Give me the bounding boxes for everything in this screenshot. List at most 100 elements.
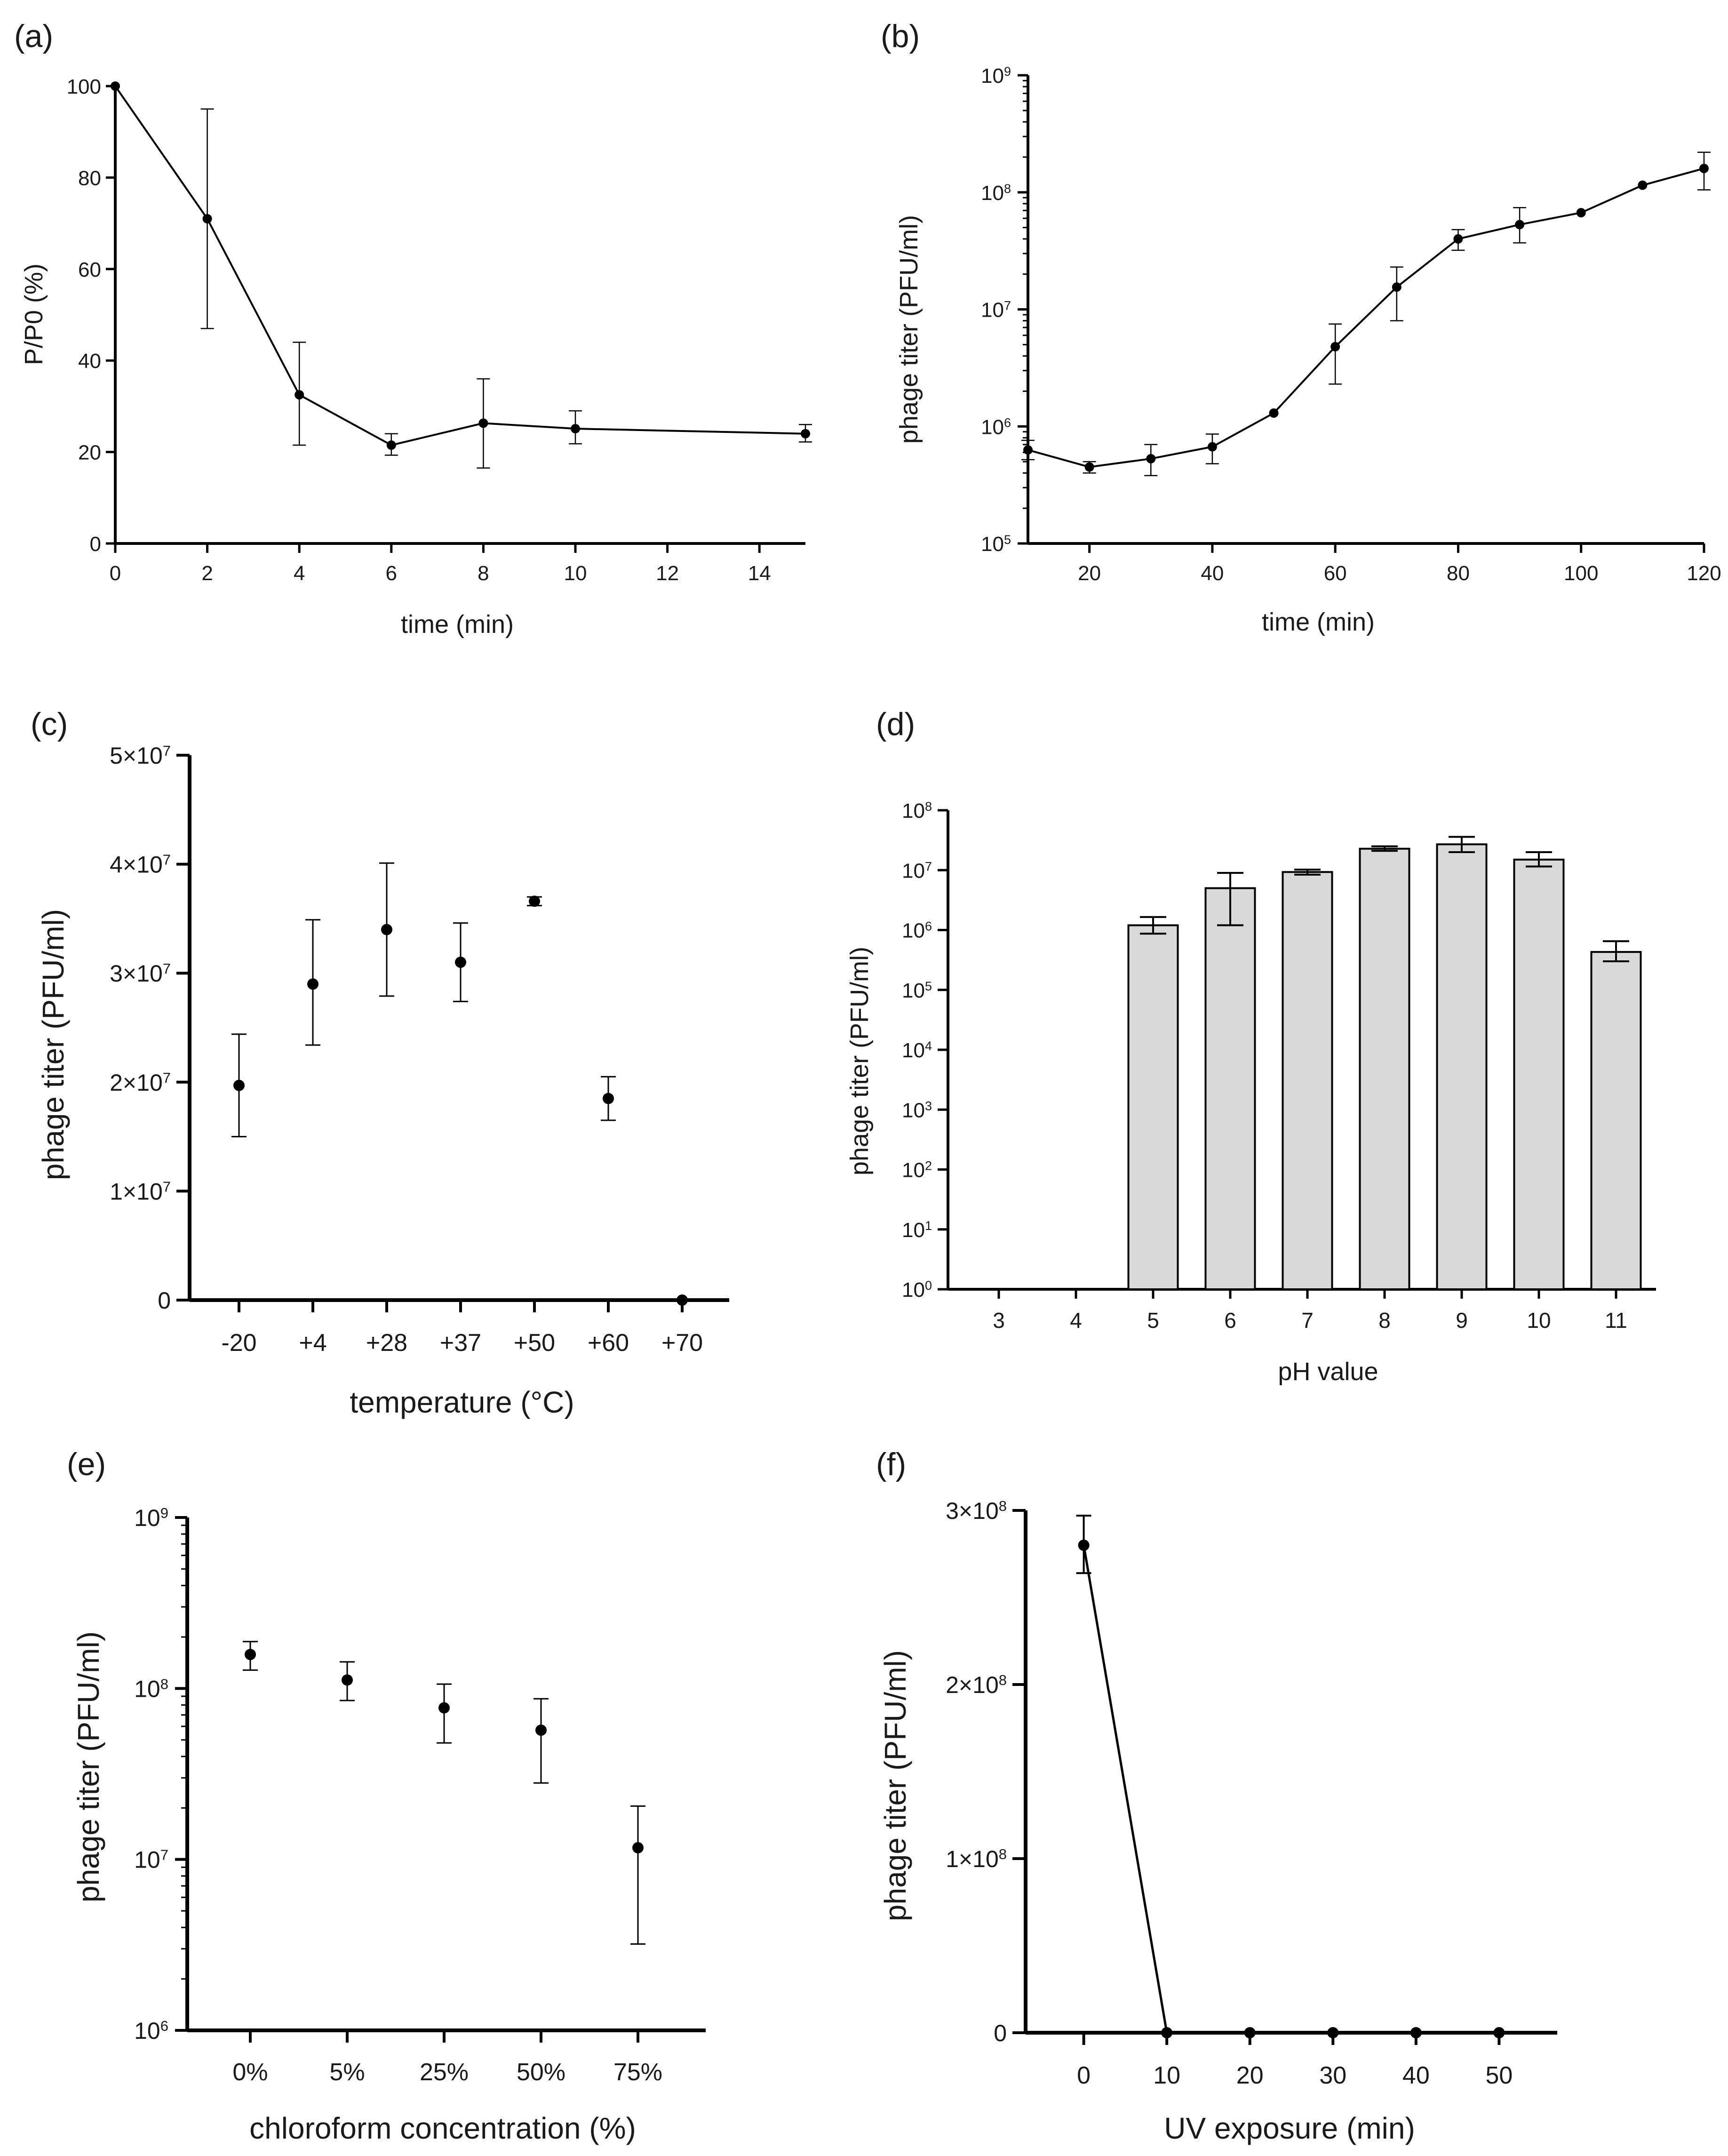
e-ytick-label-1: 107 xyxy=(134,1846,168,1873)
a-point-6 xyxy=(801,429,810,439)
e-ytick-label-2: 108 xyxy=(134,1676,168,1702)
f-point-1 xyxy=(1161,2027,1173,2038)
e-ytick-label-0: 106 xyxy=(134,2018,168,2044)
e-ytick-label-3: 109 xyxy=(134,1505,168,1532)
d-ytick-label-4: 104 xyxy=(902,1039,932,1062)
panel-a-ylabel: P/P0 (%) xyxy=(20,264,48,365)
b-xtick-label-4: 100 xyxy=(1564,562,1598,585)
c-point-3 xyxy=(455,957,466,968)
panel-a-xlabel: time (min) xyxy=(401,610,514,639)
a-xtick-label-4: 8 xyxy=(478,562,489,585)
d-ytick-label-8: 108 xyxy=(902,799,932,822)
f-xtick-label-3: 30 xyxy=(1319,2062,1346,2089)
c-point-4 xyxy=(529,895,540,907)
b-point-8 xyxy=(1515,220,1525,230)
d-ytick-label-1: 101 xyxy=(902,1219,932,1242)
d-bar-6 xyxy=(1436,843,1488,1291)
b-point-2 xyxy=(1146,454,1156,463)
f-ytick-label-2: 2×108 xyxy=(946,1672,1007,1699)
d-bar-5 xyxy=(1359,847,1410,1290)
d-bar-3 xyxy=(1204,887,1256,1290)
d-ytick-label-6: 106 xyxy=(902,919,932,942)
panel-f-plot: 0 1×108 2×108 3×108 0 10 20 30 40 50 xyxy=(946,1498,1557,2089)
panel-d-plot: 100 101 102 103 104 105 106 107 108 3 4 5 6 7 8 9 10 11 xyxy=(902,799,1656,1333)
f-series-line xyxy=(1083,1545,1499,2034)
panel-a-label: (a) xyxy=(14,18,53,54)
panel-f: (f) 0 1×108 2×108 3×108 0 10 20 30 40 50 UV expos… xyxy=(876,1446,1557,2145)
a-point-2 xyxy=(295,390,304,400)
b-ytick-label-2: 107 xyxy=(981,299,1011,322)
a-ytick-label-4: 80 xyxy=(78,167,101,190)
d-ytick-label-5: 105 xyxy=(902,979,932,1002)
b-point-3 xyxy=(1207,442,1217,452)
a-xtick-label-0: 0 xyxy=(110,562,121,585)
d-bar-2 xyxy=(1127,924,1179,1290)
f-point-4 xyxy=(1410,2027,1422,2038)
d-xtick-label-7: 10 xyxy=(1527,1308,1551,1333)
c-ytick-label-4: 4×107 xyxy=(110,851,171,878)
panel-d-xlabel: pH value xyxy=(1278,1357,1378,1386)
b-xtick-label-0: 20 xyxy=(1078,562,1101,585)
a-point-5 xyxy=(571,424,580,434)
panel-c-plot: 0 1×107 2×107 3×107 4×107 5×107 -20 +4 +28 +37 +50… xyxy=(110,743,729,1357)
f-ytick-label-1: 1×108 xyxy=(946,1846,1007,1873)
c-xtick-label-6: +70 xyxy=(661,1329,703,1357)
e-point-2 xyxy=(438,1702,450,1714)
panel-c: (c) 0 1×107 2×107 3×107 4×107 5×107 -20 +4 +28 +3… xyxy=(31,706,729,1419)
b-point-7 xyxy=(1453,234,1463,244)
c-xtick-label-3: +37 xyxy=(440,1329,481,1357)
panel-c-ylabel: phage titer (PFU/ml) xyxy=(36,909,70,1180)
d-ytick-label-0: 100 xyxy=(902,1278,932,1302)
c-xtick-label-2: +28 xyxy=(366,1329,407,1357)
panel-a: (a) 0 20 40 60 80 100 0 2 4 6 8 10 12 14 time (min) P… xyxy=(14,18,812,639)
b-series-line xyxy=(1027,168,1704,468)
d-xtick-label-2: 5 xyxy=(1147,1308,1159,1333)
d-xtick-label-3: 6 xyxy=(1224,1308,1236,1333)
panel-a-plot: 0 20 40 60 80 100 0 2 4 6 8 10 12 14 xyxy=(67,75,812,585)
c-point-2 xyxy=(381,924,392,935)
f-ytick-label-3: 3×108 xyxy=(946,1498,1007,1525)
a-point-3 xyxy=(386,440,396,450)
panel-b-xlabel: time (min) xyxy=(1262,608,1375,636)
f-point-3 xyxy=(1327,2027,1339,2038)
e-xtick-label-2: 25% xyxy=(420,2059,469,2086)
f-xtick-label-2: 20 xyxy=(1236,2062,1264,2089)
panel-b-plot: 105 106 107 108 109 20 40 60 80 100 120 xyxy=(981,64,1721,585)
c-point-6 xyxy=(677,1294,688,1306)
c-ytick-label-0: 0 xyxy=(158,1287,171,1314)
f-point-2 xyxy=(1244,2027,1256,2038)
panel-c-label: (c) xyxy=(31,706,68,742)
c-xtick-label-4: +50 xyxy=(514,1329,555,1357)
c-xtick-label-0: -20 xyxy=(221,1329,256,1357)
e-xtick-label-0: 0% xyxy=(232,2059,268,2086)
d-xtick-label-6: 9 xyxy=(1456,1308,1468,1333)
panel-b-label: (b) xyxy=(881,18,920,54)
a-xtick-label-7: 14 xyxy=(748,562,771,585)
d-xtick-label-4: 7 xyxy=(1301,1308,1314,1333)
e-xtick-label-3: 50% xyxy=(517,2059,565,2086)
b-point-6 xyxy=(1392,282,1402,292)
f-point-5 xyxy=(1493,2027,1505,2038)
panel-e-xlabel: chloroform concentration (%) xyxy=(249,2111,636,2145)
b-point-0 xyxy=(1023,445,1033,455)
f-xtick-label-0: 0 xyxy=(1077,2062,1091,2089)
panel-f-ylabel: phage titer (PFU/ml) xyxy=(878,1650,912,1921)
c-ytick-label-5: 5×107 xyxy=(110,743,171,769)
b-point-1 xyxy=(1084,462,1094,472)
b-point-10 xyxy=(1638,180,1648,190)
f-point-0 xyxy=(1078,1540,1090,1551)
a-xtick-label-5: 10 xyxy=(564,562,587,585)
b-point-5 xyxy=(1330,342,1340,351)
b-xtick-label-5: 120 xyxy=(1687,562,1721,585)
c-point-1 xyxy=(307,978,319,990)
c-ytick-label-2: 2×107 xyxy=(110,1069,171,1096)
panel-e-label: (e) xyxy=(67,1446,106,1482)
e-xtick-label-4: 75% xyxy=(613,2059,662,2086)
e-point-0 xyxy=(245,1649,256,1661)
a-point-0 xyxy=(111,81,120,91)
panel-e: (e) 106 107 108 109 0% 5% 25% 50% 75% chloroform… xyxy=(67,1446,706,2145)
e-xtick-label-1: 5% xyxy=(329,2059,365,2086)
d-xtick-label-1: 4 xyxy=(1070,1308,1082,1333)
a-ytick-label-2: 40 xyxy=(78,350,101,373)
